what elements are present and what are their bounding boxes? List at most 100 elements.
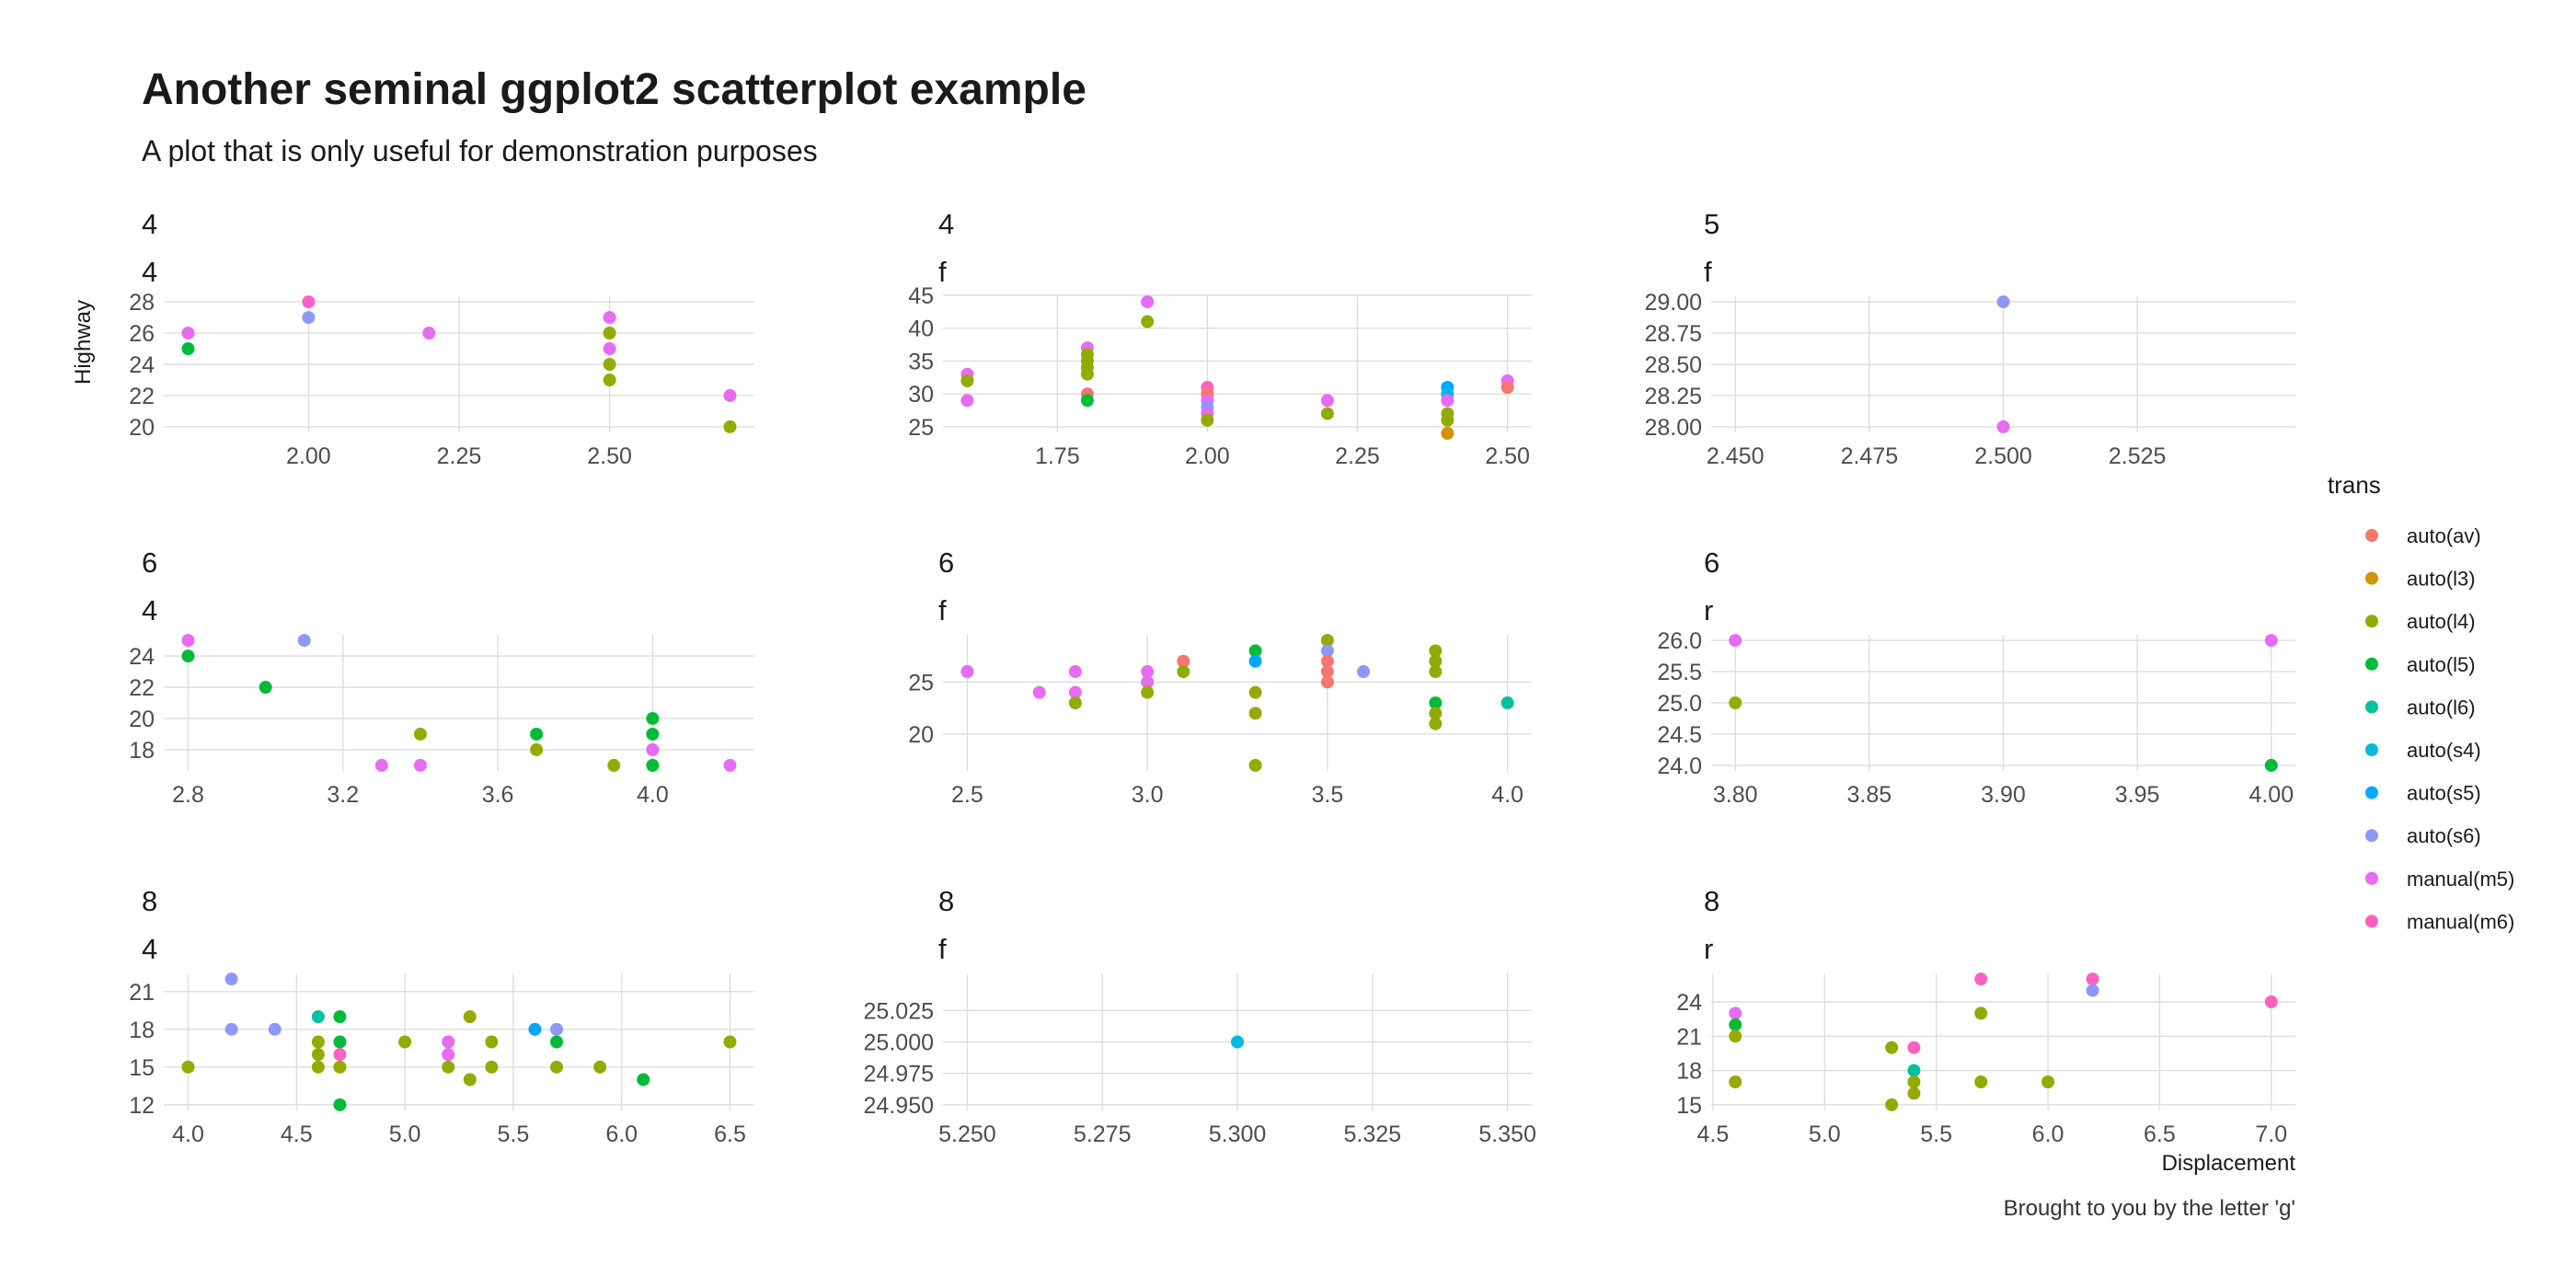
data-point: [607, 758, 621, 772]
x-tick-label: 2.50: [587, 443, 632, 469]
data-point: [550, 1035, 564, 1049]
data-point: [593, 1060, 607, 1074]
data-point: [1429, 665, 1443, 679]
data-point: [1320, 407, 1334, 420]
data-point: [1441, 413, 1455, 427]
facet-strip-cyl: 4: [938, 208, 954, 240]
legend-key: [2365, 743, 2378, 756]
data-point: [1729, 1075, 1742, 1088]
data-point: [1080, 394, 1094, 408]
data-point: [422, 327, 436, 340]
legend-key: [2365, 700, 2378, 714]
y-tick-label: 25: [908, 670, 934, 696]
data-point: [646, 742, 660, 756]
legend-key: [2365, 571, 2378, 585]
x-tick-label: 5.275: [1074, 1121, 1132, 1147]
data-point: [374, 758, 388, 772]
data-point: [2041, 1075, 2055, 1088]
data-point: [1996, 420, 2010, 433]
legend-key: [2365, 657, 2378, 671]
data-point: [723, 388, 737, 402]
y-tick-label: 28.50: [1644, 352, 1702, 378]
facet-strip-drv: f: [1704, 256, 1712, 288]
data-point: [530, 742, 544, 756]
y-tick-label: 20: [129, 707, 155, 732]
data-point: [1248, 685, 1262, 699]
data-point: [1320, 394, 1334, 408]
data-point: [637, 1073, 650, 1087]
facet-panel-8-f: 8 f 5.250 5.275 5.300 5.325 5.350 24.950 24.975 2…: [864, 885, 1536, 1147]
data-point: [224, 972, 238, 986]
data-point: [603, 342, 616, 356]
data-point: [1248, 707, 1262, 720]
data-point: [1068, 696, 1082, 709]
facet-strip-cyl: 4: [142, 208, 157, 240]
facet-strip-cyl: 8: [938, 885, 954, 917]
y-tick-label: 22: [129, 675, 155, 701]
x-tick-label: 5.0: [1809, 1121, 1841, 1147]
chart-title: Another seminal ggplot2 scatterplot exam…: [142, 65, 1087, 114]
x-tick-label: 2.500: [1974, 443, 2032, 469]
data-point: [1907, 1087, 1921, 1100]
x-tick-label: 3.85: [1847, 782, 1892, 808]
data-point: [603, 373, 616, 386]
legend-label: manual(m5): [2407, 868, 2514, 891]
data-point: [1357, 665, 1371, 679]
data-point: [1885, 1041, 1899, 1054]
legend-label: auto(s6): [2407, 824, 2481, 847]
data-point: [1441, 427, 1455, 441]
x-tick-label: 5.350: [1478, 1121, 1536, 1147]
data-point: [181, 634, 195, 648]
data-point: [2264, 758, 2278, 772]
data-point: [1320, 675, 1334, 689]
data-point: [1248, 758, 1262, 772]
x-tick-label: 6.0: [605, 1121, 638, 1147]
facet-strip-drv: r: [1704, 933, 1713, 965]
data-point: [723, 1035, 737, 1049]
x-tick-label: 4.0: [1491, 782, 1524, 808]
data-point: [1907, 1041, 1921, 1054]
data-point: [1729, 1018, 1742, 1031]
y-axis-title: Highway: [71, 300, 96, 385]
data-point: [463, 1010, 477, 1024]
data-point: [181, 650, 195, 663]
chart-caption: Brought to you by the letter 'g': [2003, 1196, 2295, 1221]
y-tick-label: 24.0: [1657, 753, 1702, 779]
data-point: [550, 1060, 564, 1074]
x-tick-label: 1.75: [1035, 443, 1080, 469]
data-point: [297, 634, 311, 648]
x-tick-label: 3.5: [1311, 782, 1343, 808]
facet-strip-drv: 4: [142, 933, 157, 965]
data-point: [530, 727, 544, 741]
facet-strip-drv: 4: [142, 256, 157, 288]
y-tick-label: 26: [129, 321, 155, 347]
y-tick-label: 15: [129, 1055, 155, 1081]
data-point: [302, 311, 316, 325]
data-point: [1429, 654, 1443, 668]
data-point: [1907, 1064, 1921, 1077]
data-point: [1320, 634, 1334, 648]
data-point: [485, 1035, 499, 1049]
x-tick-label: 4.0: [637, 782, 669, 808]
data-point: [1080, 367, 1094, 381]
y-tick-label: 25.5: [1657, 660, 1702, 685]
y-tick-label: 22: [129, 384, 155, 409]
x-tick-label: 2.00: [286, 443, 331, 469]
data-point: [1429, 696, 1443, 709]
y-tick-label: 28.00: [1644, 415, 1702, 441]
legend-label: manual(m6): [2407, 910, 2514, 933]
facet-strip-drv: f: [938, 933, 947, 965]
data-point: [603, 358, 616, 371]
data-point: [1974, 1006, 1988, 1020]
y-tick-label: 28.25: [1644, 384, 1702, 409]
x-tick-label: 7.0: [2255, 1121, 2287, 1147]
data-point: [311, 1060, 325, 1074]
data-point: [550, 1022, 564, 1036]
y-tick-label: 45: [908, 283, 934, 309]
data-point: [1248, 654, 1262, 668]
data-point: [646, 711, 660, 725]
data-point: [268, 1022, 282, 1036]
legend-key: [2365, 829, 2378, 843]
data-point: [1501, 381, 1514, 395]
legend: trans auto(av) auto(l3) auto(l4) auto(l5) au…: [2328, 471, 2514, 933]
